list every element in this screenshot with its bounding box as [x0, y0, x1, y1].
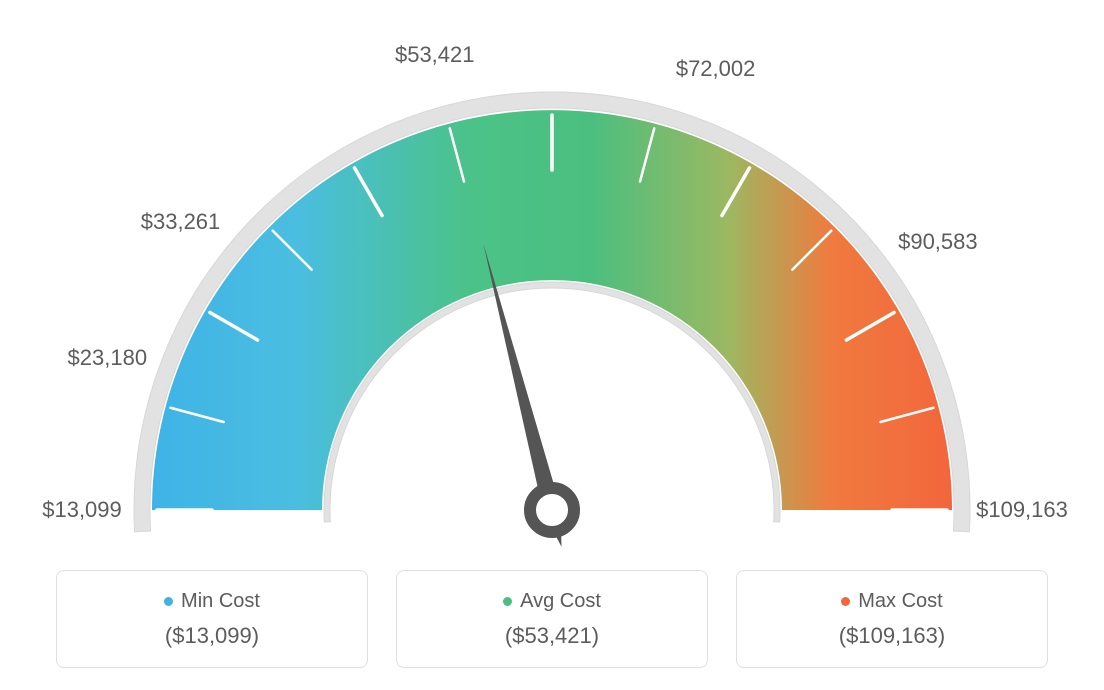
gauge-tick-label: $72,002: [676, 56, 756, 82]
legend-title-min-text: Min Cost: [181, 590, 260, 613]
legend-title-max-text: Max Cost: [858, 590, 942, 613]
gauge-chart: $13,099 $23,180 $33,261 $53,421 $72,002 $90,5…: [0, 0, 1104, 550]
legend-title-avg: Avg Cost: [503, 590, 601, 613]
legend-card-max: Max Cost ($109,163): [736, 570, 1048, 668]
chart-container: $13,099 $23,180 $33,261 $53,421 $72,002 $90,5…: [0, 0, 1104, 690]
gauge-tick-label: $90,583: [898, 229, 978, 255]
legend-value-min: ($13,099): [165, 623, 259, 649]
legend-dot-max: [841, 597, 850, 606]
gauge-tick-label: $23,180: [68, 345, 148, 371]
legend-dot-min: [164, 597, 173, 606]
legend-value-avg: ($53,421): [505, 623, 599, 649]
legend-card-avg: Avg Cost ($53,421): [396, 570, 708, 668]
gauge-tick-label: $109,163: [976, 497, 1068, 523]
legend-row: Min Cost ($13,099) Avg Cost ($53,421) Ma…: [0, 570, 1104, 690]
legend-dot-avg: [503, 597, 512, 606]
gauge-tick-label: $53,421: [395, 42, 475, 68]
legend-card-min: Min Cost ($13,099): [56, 570, 368, 668]
legend-title-avg-text: Avg Cost: [520, 590, 601, 613]
gauge-tick-label: $13,099: [42, 497, 122, 523]
gauge-tick-label: $33,261: [141, 209, 221, 235]
legend-value-max: ($109,163): [839, 623, 945, 649]
gauge-svg: [0, 0, 1104, 550]
legend-title-max: Max Cost: [841, 590, 942, 613]
legend-title-min: Min Cost: [164, 590, 260, 613]
